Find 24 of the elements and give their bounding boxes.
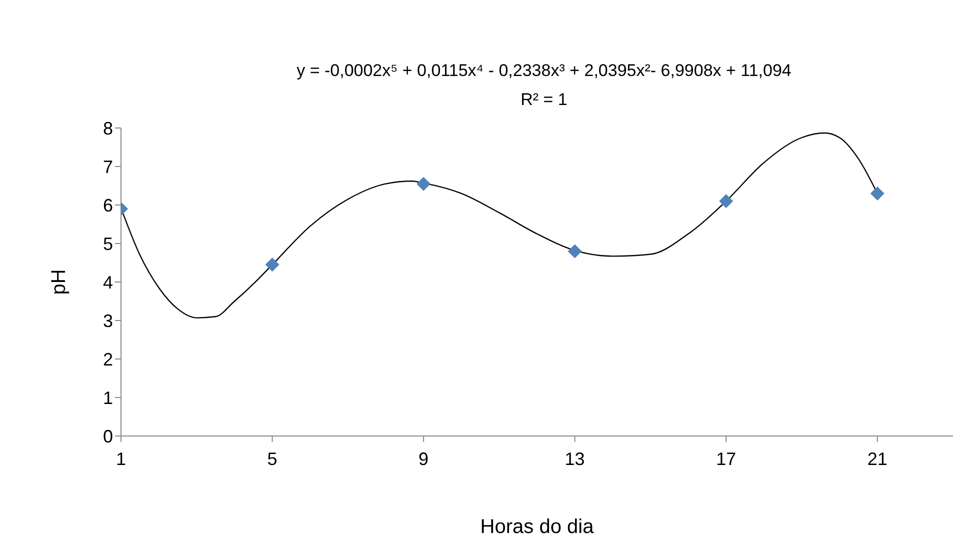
- x-tick-label: 5: [267, 448, 278, 469]
- y-tick-label: 6: [102, 195, 113, 216]
- y-axis-title: pH: [48, 269, 70, 295]
- text: R² = 1: [520, 89, 568, 111]
- point: [870, 186, 884, 200]
- x-tick-label: 13: [564, 448, 585, 469]
- x-tick-label: 17: [716, 448, 736, 469]
- y-tick-label: 2: [102, 349, 113, 370]
- y-tick-label: 5: [102, 234, 113, 254]
- x-tick-label: 1: [116, 448, 126, 469]
- y-tick-label: 4: [102, 272, 113, 292]
- y-tick-label: 3: [102, 310, 113, 331]
- point: [719, 194, 734, 208]
- point: [416, 176, 431, 191]
- y-tick-label: 8: [102, 118, 113, 138]
- x-tick-label: 9: [418, 448, 429, 469]
- text: y = -0,0002x⁵ + 0,0115x⁴ - 0,2338x³ + 2,0395x²- 6,9908x + 11,094: [296, 60, 792, 82]
- x-axis-title: Horas do dia: [480, 516, 595, 538]
- y-tick-label: 0: [102, 426, 113, 446]
- x-tick-label: 21: [867, 448, 888, 469]
- point: [568, 244, 582, 258]
- y-tick-label: 7: [102, 156, 113, 177]
- point: [265, 258, 280, 272]
- y-tick-label: 1: [102, 388, 113, 408]
